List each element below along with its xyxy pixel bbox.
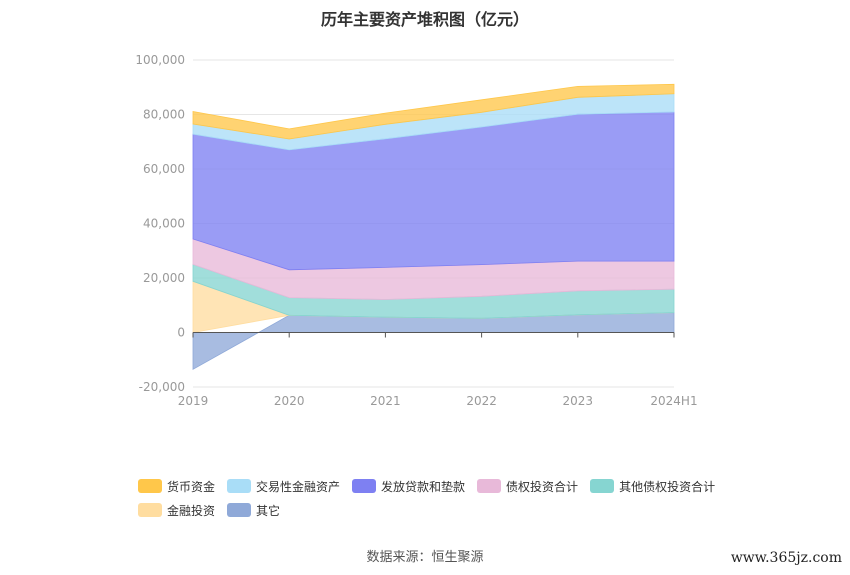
legend-item[interactable]: 其他债权投资合计 xyxy=(590,478,715,495)
watermark: www.365jz.com xyxy=(730,550,842,566)
y-tick-label: 0 xyxy=(177,326,185,340)
legend-swatch xyxy=(477,479,502,493)
chart-title: 历年主要资产堆积图（亿元） xyxy=(320,10,529,29)
legend-row: 货币资金 交易性金融资产 发放贷款和垫款 债权投资合计 其他债权投资合计 xyxy=(138,474,738,498)
legend-label: 货币资金 xyxy=(167,479,216,494)
legend-label: 债权投资合计 xyxy=(506,479,579,494)
area-series-货币资金 xyxy=(192,83,675,140)
legend-item[interactable]: 发放贷款和垫款 xyxy=(352,478,465,495)
x-tick-label: 2022 xyxy=(466,394,497,408)
legend-item[interactable]: 其它 xyxy=(227,502,280,519)
source-note: 数据来源：恒生聚源 xyxy=(366,550,484,565)
x-tick-label: 2023 xyxy=(563,394,594,408)
x-tick-label: 2021 xyxy=(370,394,401,408)
x-tick-label: 2024H1 xyxy=(650,394,697,408)
area-layer xyxy=(192,83,675,370)
area-series-其它 xyxy=(192,312,675,370)
legend-label: 其它 xyxy=(256,503,281,518)
legend-row: 金融投资 其它 xyxy=(138,498,738,522)
stacked-area-chart: -20,000 0 20,000 40,000 60,000 80,000 100,000 2… xyxy=(135,53,697,408)
x-tick-label: 2019 xyxy=(178,394,209,408)
legend-item[interactable]: 债权投资合计 xyxy=(477,478,578,495)
legend-item[interactable]: 交易性金融资产 xyxy=(227,478,340,495)
legend-item[interactable]: 货币资金 xyxy=(138,478,215,495)
legend-swatch xyxy=(138,479,162,493)
legend-swatch xyxy=(227,479,252,493)
y-tick-label: -20,000 xyxy=(139,380,185,394)
legend-label: 其他债权投资合计 xyxy=(619,479,716,494)
legend-label: 发放贷款和垫款 xyxy=(381,479,466,494)
legend: 货币资金 交易性金融资产 发放贷款和垫款 债权投资合计 其他债权投资合计金融投资 其它 xyxy=(138,474,738,522)
y-tick-label: 80,000 xyxy=(143,108,185,122)
legend-swatch xyxy=(590,479,615,493)
y-tick-label: 20,000 xyxy=(143,271,185,285)
legend-swatch xyxy=(352,479,377,493)
x-tick-label: 2020 xyxy=(274,394,305,408)
y-tick-label: 100,000 xyxy=(135,53,185,67)
legend-swatch xyxy=(227,503,252,517)
axis-layer: -20,000 0 20,000 40,000 60,000 80,000 100,000 2… xyxy=(135,53,697,408)
legend-label: 金融投资 xyxy=(167,503,216,518)
y-tick-label: 40,000 xyxy=(143,217,185,231)
legend-item[interactable]: 金融投资 xyxy=(138,502,215,519)
legend-label: 交易性金融资产 xyxy=(256,479,341,494)
y-tick-label: 60,000 xyxy=(143,162,185,176)
legend-swatch xyxy=(138,503,162,517)
